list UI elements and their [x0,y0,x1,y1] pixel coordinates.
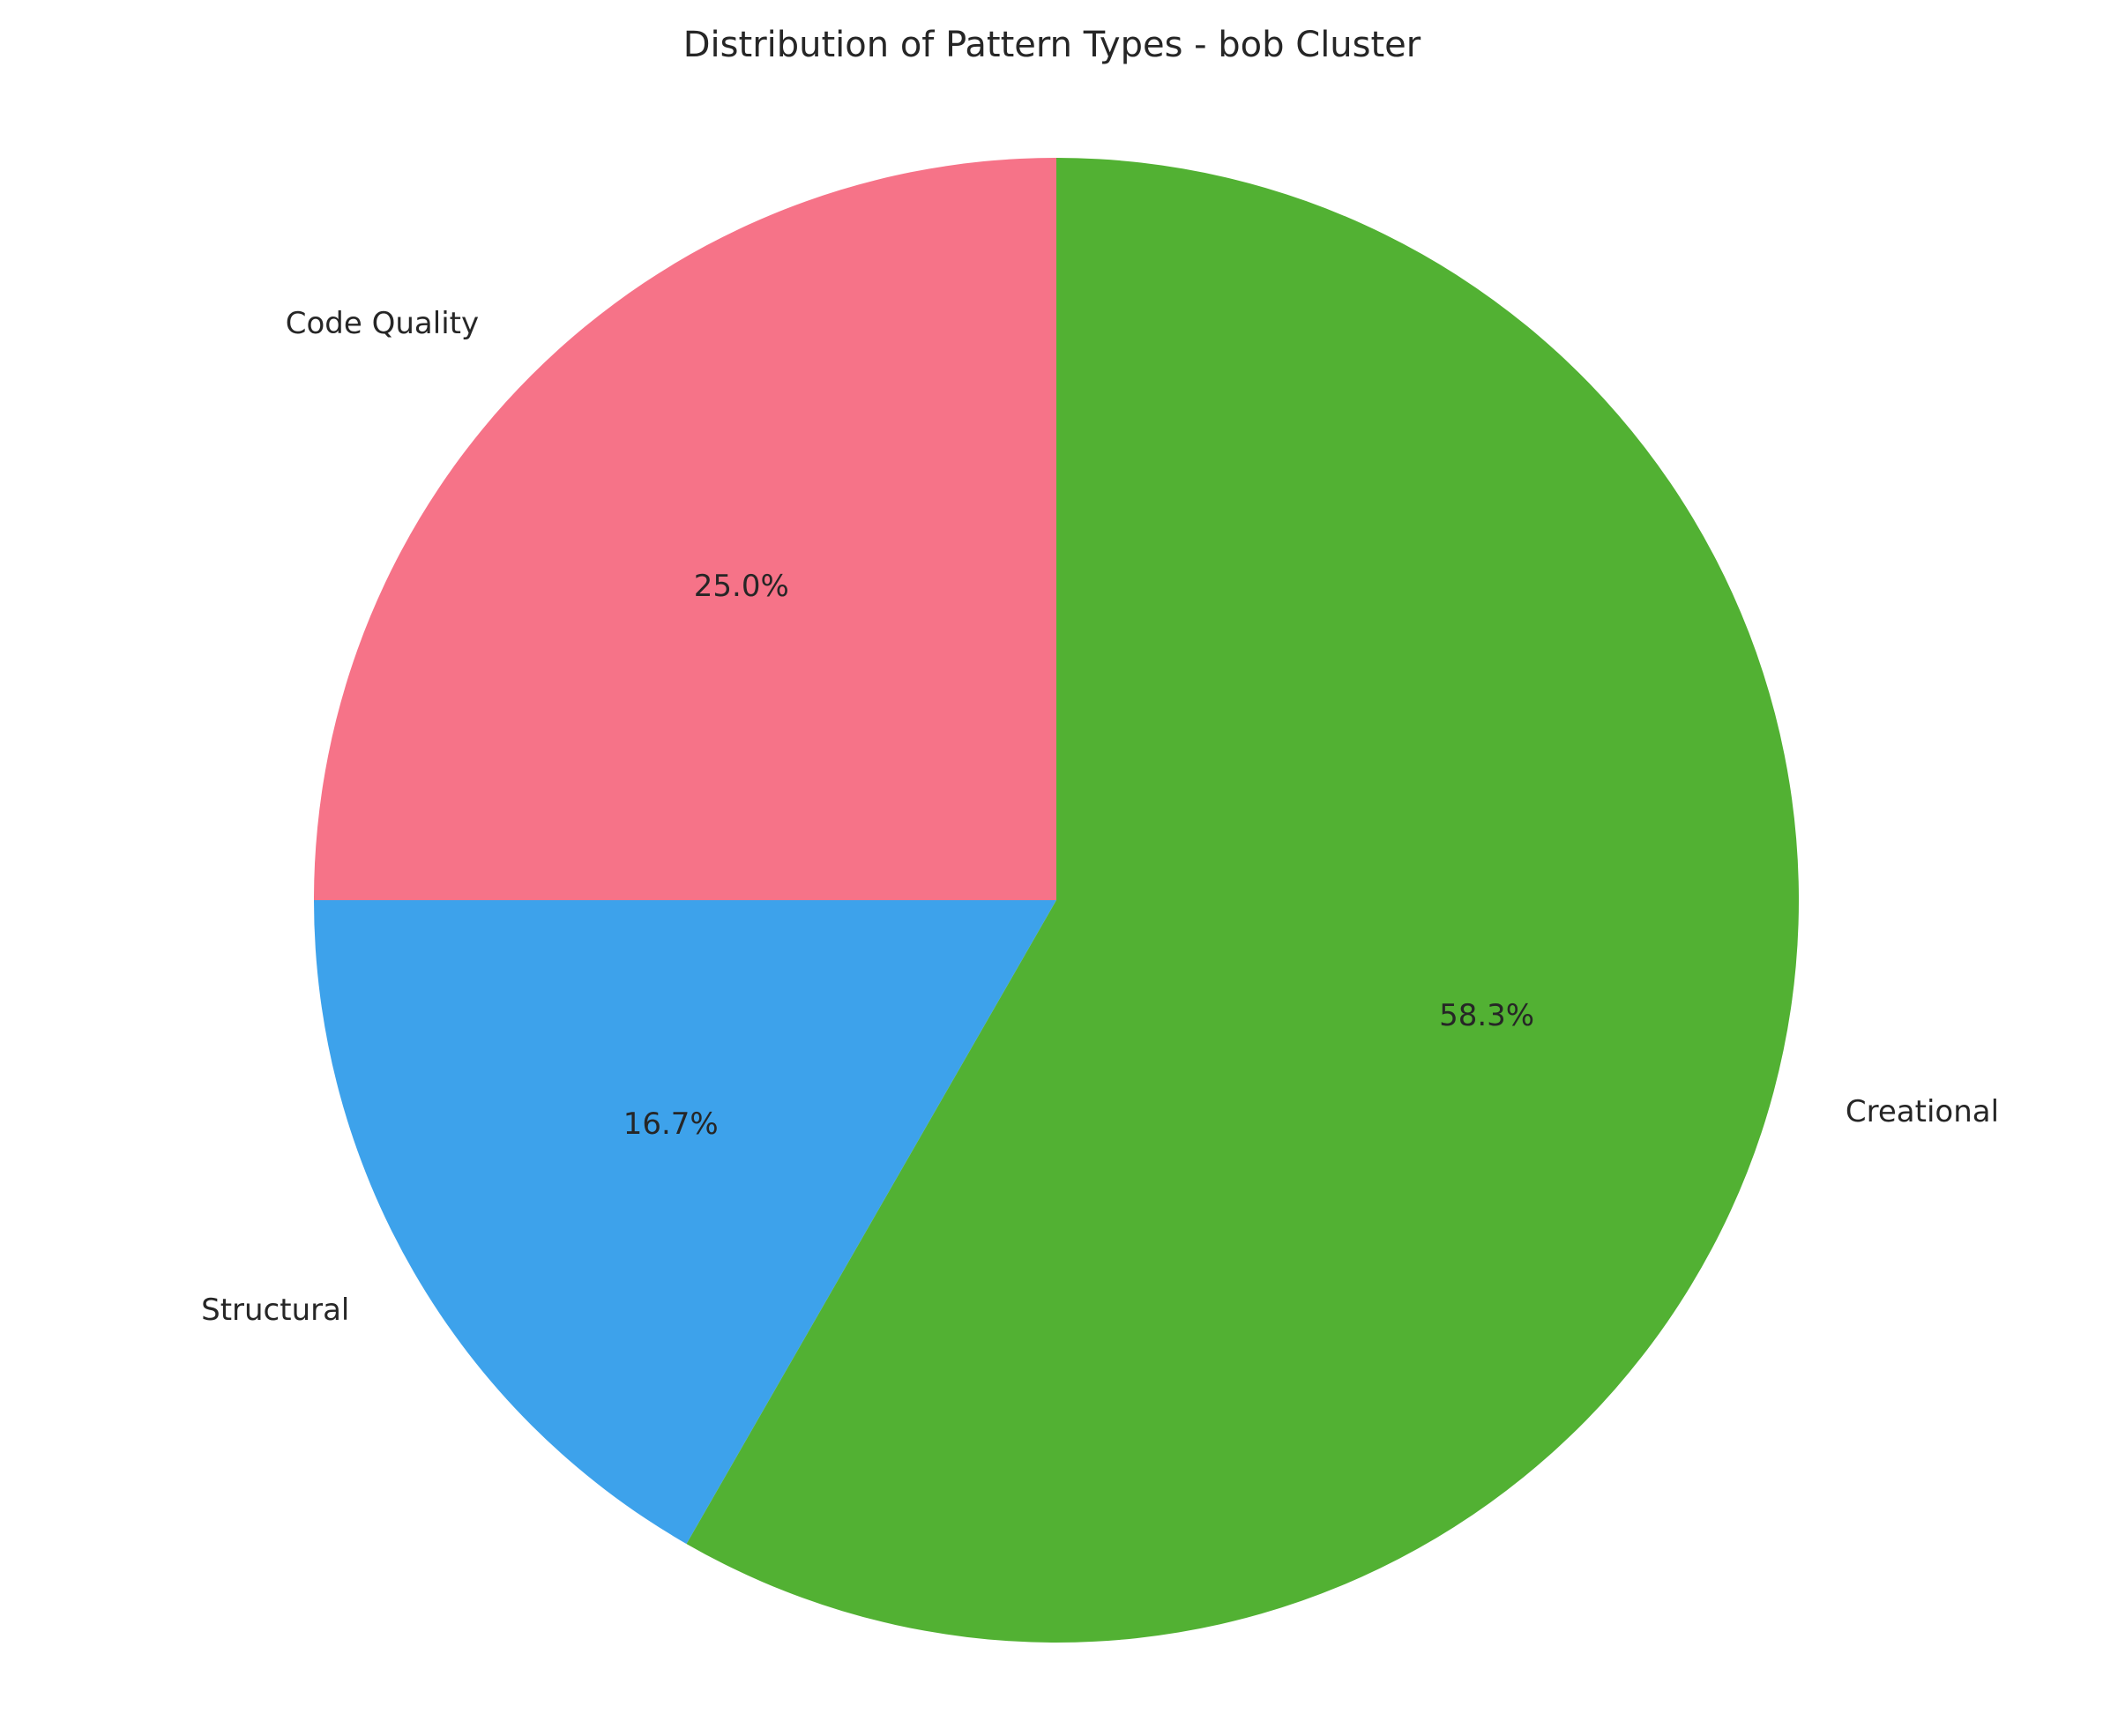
pie-slice-creational [686,158,1800,1643]
slice-percent-structural: 16.7% [623,1106,719,1142]
chart-title: Distribution of Pattern Types - bob Clus… [683,25,1421,65]
slice-percent-creational: 58.3% [1439,998,1534,1033]
slice-label-structural: Structural [201,1293,349,1328]
slice-label-code-quality: Code Quality [286,306,479,341]
pie-slices [314,158,1800,1643]
pie-labels: Code Quality 25.0% Structural 16.7% Creation… [201,306,1999,1328]
pie-slice-code-quality [314,158,1056,900]
pie-slice-structural [314,900,1056,1545]
slice-percent-code-quality: 25.0% [694,569,789,604]
slice-label-creational: Creational [1846,1094,1999,1129]
